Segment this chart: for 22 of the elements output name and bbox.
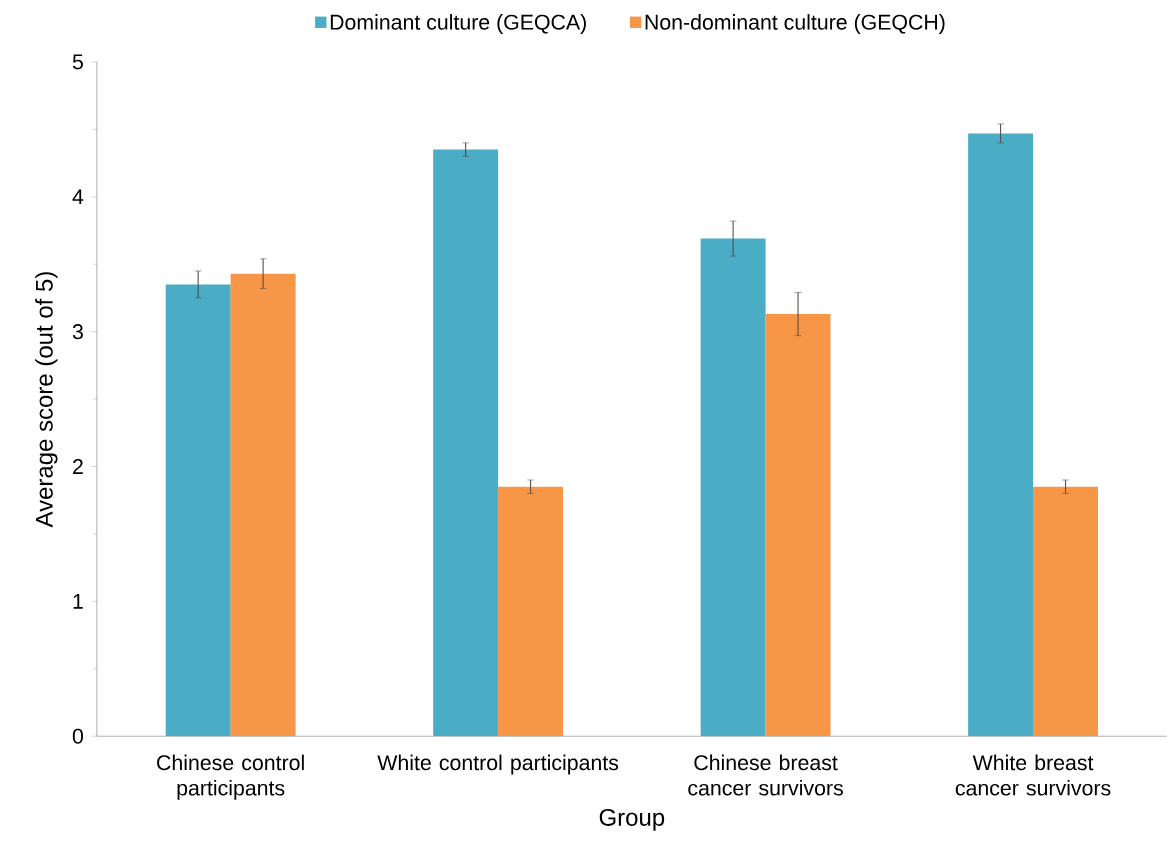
- legend-label: Dominant culture (GEQCA): [330, 14, 586, 34]
- bar: [230, 273, 296, 737]
- bar: [968, 133, 1034, 737]
- bar: [765, 314, 831, 737]
- x-tick-label: Chinese breast cancer survivors: [688, 754, 843, 796]
- y-axis-title: Average score (out of 5): [35, 272, 58, 528]
- y-tick-label: 3: [72, 324, 83, 340]
- bar: [700, 238, 766, 737]
- x-axis-title: Group: [599, 808, 665, 831]
- y-tick-label: 4: [72, 189, 84, 205]
- legend-label: Non-dominant culture (GEQCH): [645, 14, 945, 34]
- x-tick-label: White breast cancer survivors: [955, 754, 1111, 796]
- x-tick-label: White control participants: [377, 754, 619, 775]
- bar: [165, 284, 231, 737]
- x-tick-label: Chinese control participants: [157, 754, 304, 800]
- y-tick-label: 1: [73, 593, 83, 609]
- y-tick-label: 0: [72, 728, 83, 744]
- y-tick-label: 5: [72, 54, 83, 70]
- bar: [1033, 486, 1098, 737]
- bar: [498, 486, 564, 737]
- bar: [433, 149, 499, 737]
- y-tick-label: 2: [73, 459, 83, 474]
